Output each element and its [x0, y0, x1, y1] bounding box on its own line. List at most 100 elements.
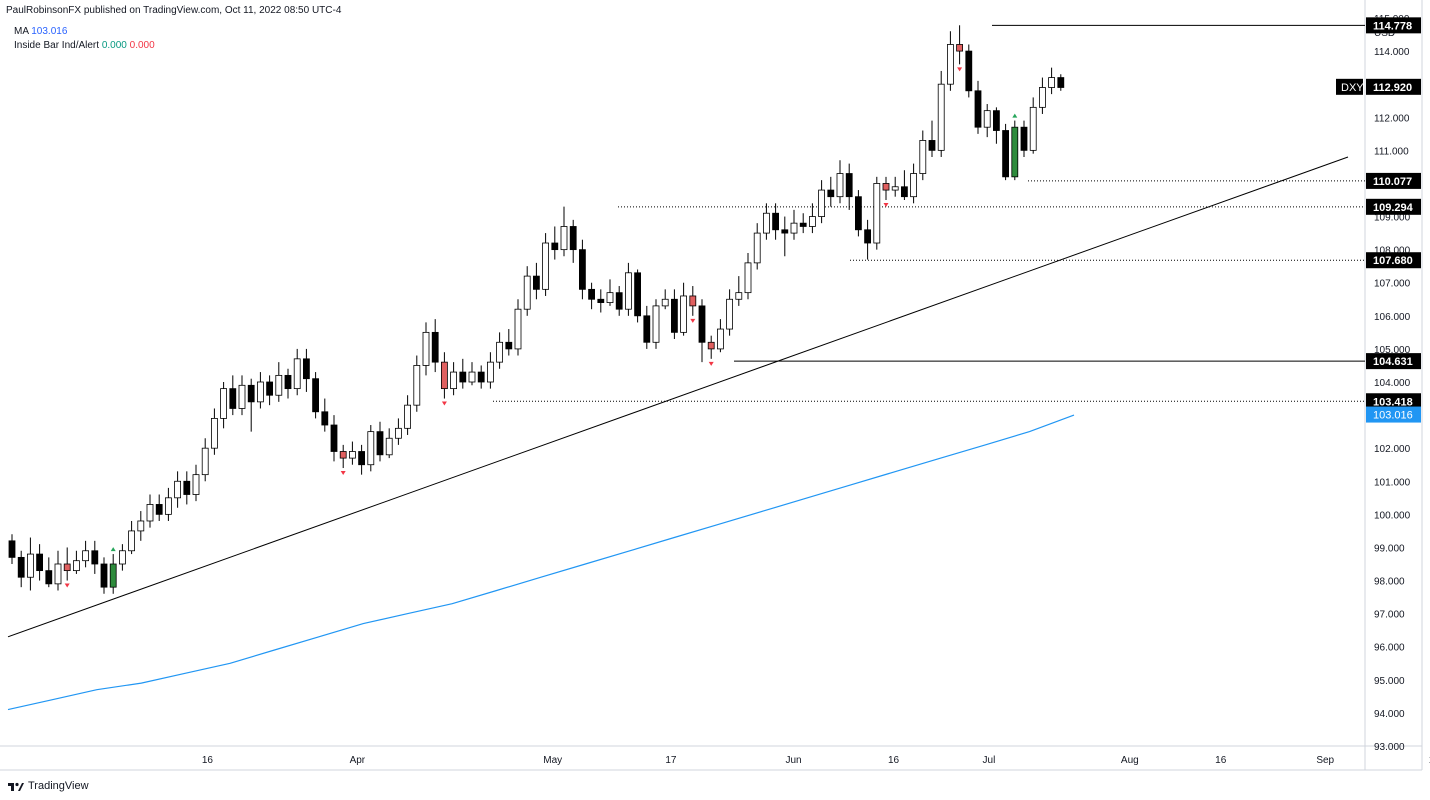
candle[interactable]: [615, 286, 623, 316]
candle[interactable]: [901, 170, 908, 200]
candle[interactable]: [17, 550, 25, 588]
candle[interactable]: [993, 107, 1000, 144]
candle[interactable]: [772, 203, 779, 240]
candle[interactable]: [1020, 120, 1028, 157]
candle[interactable]: [845, 163, 853, 210]
candle[interactable]: [597, 289, 605, 313]
candle[interactable]: [588, 282, 595, 310]
candle[interactable]: [284, 368, 292, 399]
candle[interactable]: [533, 262, 540, 300]
candle[interactable]: [54, 550, 62, 591]
candle[interactable]: [450, 362, 458, 396]
candle[interactable]: [836, 160, 844, 204]
candle[interactable]: [210, 408, 218, 455]
trendline[interactable]: [7, 156, 1349, 638]
candle[interactable]: [551, 226, 559, 260]
candle[interactable]: [753, 223, 761, 270]
candle[interactable]: [579, 239, 586, 300]
tradingview-logo[interactable]: TradingView: [8, 780, 89, 792]
candle[interactable]: [827, 176, 835, 207]
candle[interactable]: [956, 25, 963, 72]
candle[interactable]: [468, 362, 476, 386]
candle[interactable]: [394, 418, 402, 445]
candle[interactable]: [882, 176, 890, 207]
candle[interactable]: [1057, 74, 1065, 91]
candle[interactable]: [1029, 97, 1037, 154]
candle[interactable]: [312, 372, 320, 419]
candle[interactable]: [192, 464, 200, 502]
candle[interactable]: [45, 557, 53, 588]
candle[interactable]: [763, 203, 770, 240]
candle[interactable]: [238, 375, 246, 416]
candle[interactable]: [891, 176, 899, 197]
candle[interactable]: [440, 352, 448, 406]
candle[interactable]: [155, 494, 163, 521]
candle[interactable]: [413, 355, 421, 412]
candle[interactable]: [275, 362, 283, 402]
candle[interactable]: [137, 511, 145, 541]
candle[interactable]: [919, 130, 927, 181]
candle[interactable]: [910, 163, 917, 204]
candle[interactable]: [781, 216, 789, 257]
candle[interactable]: [505, 329, 513, 356]
candle[interactable]: [109, 547, 117, 594]
candle[interactable]: [542, 233, 549, 296]
candle[interactable]: [91, 540, 99, 574]
candle[interactable]: [247, 378, 255, 432]
candle[interactable]: [643, 305, 651, 349]
candle[interactable]: [486, 352, 494, 389]
candle[interactable]: [119, 544, 126, 571]
candle[interactable]: [256, 372, 264, 409]
candle[interactable]: [229, 375, 237, 416]
candle[interactable]: [855, 190, 862, 237]
candle[interactable]: [8, 534, 16, 564]
candle[interactable]: [652, 299, 660, 349]
candle[interactable]: [459, 358, 467, 389]
candle[interactable]: [404, 395, 412, 435]
candle[interactable]: [947, 31, 954, 91]
candle[interactable]: [560, 206, 568, 257]
candle[interactable]: [523, 266, 531, 316]
candle[interactable]: [625, 262, 632, 316]
candle[interactable]: [348, 441, 356, 465]
price-axis[interactable]: USD 93.000 94.000 95.000 96.000 97.000 98.000 9…: [1336, 14, 1421, 753]
candle[interactable]: [1039, 77, 1046, 114]
candle[interactable]: [358, 444, 366, 475]
plot-area[interactable]: [0, 0, 1423, 771]
candle[interactable]: [146, 494, 154, 528]
candle[interactable]: [928, 120, 936, 157]
candle[interactable]: [339, 444, 347, 476]
candle[interactable]: [818, 180, 825, 224]
candle[interactable]: [680, 282, 687, 336]
candle[interactable]: [1011, 113, 1019, 181]
candle[interactable]: [514, 299, 522, 356]
candle[interactable]: [321, 398, 329, 432]
candle[interactable]: [661, 289, 669, 310]
candle[interactable]: [36, 544, 43, 581]
candle[interactable]: [809, 203, 816, 234]
time-axis[interactable]: 16AprMay17Jun16JulAug16Sep16OctNov16Dec: [202, 755, 1430, 766]
candle[interactable]: [744, 252, 752, 300]
candle[interactable]: [634, 269, 641, 323]
candle[interactable]: [431, 319, 439, 373]
candle[interactable]: [293, 348, 301, 396]
candle[interactable]: [983, 104, 991, 138]
inside-bar-legend[interactable]: Inside Bar Ind/Alert 0.000 0.000: [14, 40, 155, 51]
candle[interactable]: [63, 547, 71, 588]
candle[interactable]: [689, 286, 697, 323]
candle[interactable]: [376, 421, 384, 462]
candle[interactable]: [864, 219, 871, 260]
candle[interactable]: [717, 319, 724, 353]
candle[interactable]: [707, 335, 715, 366]
candle[interactable]: [965, 44, 973, 98]
candle[interactable]: [100, 557, 108, 594]
candle[interactable]: [183, 471, 191, 505]
candle[interactable]: [367, 425, 375, 472]
candle[interactable]: [698, 299, 706, 363]
candle[interactable]: [385, 428, 393, 459]
candle[interactable]: [726, 289, 733, 336]
candle[interactable]: [82, 540, 89, 568]
candle[interactable]: [266, 375, 274, 406]
candle[interactable]: [569, 219, 577, 263]
